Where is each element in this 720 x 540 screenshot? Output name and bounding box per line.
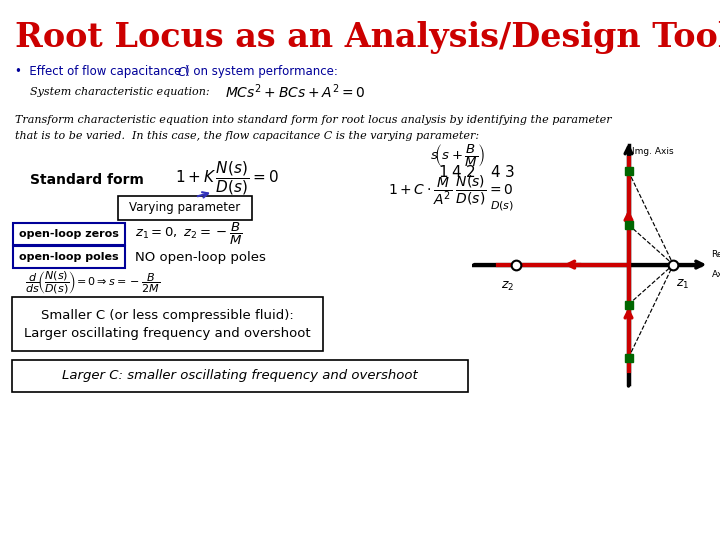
Text: Root Locus as an Analysis/Design Tool: Root Locus as an Analysis/Design Tool [15,22,720,55]
Text: Varying parameter: Varying parameter [130,201,240,214]
Text: $s\!\left(s + \dfrac{B}{M}\right)$: $s\!\left(s + \dfrac{B}{M}\right)$ [430,141,485,168]
Text: Img. Axis: Img. Axis [632,147,674,156]
Text: $\dfrac{d}{ds}\!\left(\dfrac{N(s)}{D(s)}\right)\!=0 \Rightarrow s=-\dfrac{B}{2M}: $\dfrac{d}{ds}\!\left(\dfrac{N(s)}{D(s)}… [25,269,160,296]
Text: Larger oscillating frequency and overshoot: Larger oscillating frequency and oversho… [24,327,310,341]
Text: Axis: Axis [711,270,720,279]
Text: System characteristic equation:: System characteristic equation: [30,87,210,97]
FancyBboxPatch shape [13,246,125,268]
Text: $z_1 = 0,\; z_2 = -\dfrac{B}{M}$: $z_1 = 0,\; z_2 = -\dfrac{B}{M}$ [135,221,243,247]
Text: ) on system performance:: ) on system performance: [185,65,338,78]
Text: open-loop zeros: open-loop zeros [19,229,119,239]
Text: $1\;4\;2\quad4\;3$: $1\;4\;2\quad4\;3$ [438,164,515,180]
Text: Larger C: smaller oscillating frequency and overshoot: Larger C: smaller oscillating frequency … [62,369,418,382]
Text: C: C [178,65,186,78]
Text: $z_1$: $z_1$ [675,278,689,291]
Text: $z_2$: $z_2$ [501,280,514,293]
Text: Real: Real [711,250,720,259]
Text: $1 + K\,\dfrac{N(s)}{D(s)} = 0$: $1 + K\,\dfrac{N(s)}{D(s)} = 0$ [175,159,279,197]
FancyBboxPatch shape [118,196,252,220]
Text: •  Effect of flow capacitance (: • Effect of flow capacitance ( [15,65,190,78]
Text: Transform characteristic equation into standard form for root locus analysis by : Transform characteristic equation into s… [15,115,611,125]
Text: $MCs^2 + BCs + A^2 = 0$: $MCs^2 + BCs + A^2 = 0$ [225,83,366,102]
FancyBboxPatch shape [12,360,468,392]
FancyBboxPatch shape [12,297,323,351]
Text: that is to be varied.  In this case, the flow capacitance C is the varying param: that is to be varied. In this case, the … [15,131,479,141]
Text: $D(s)$: $D(s)$ [490,199,514,212]
Text: NO open-loop poles: NO open-loop poles [135,251,266,264]
Text: $1 + C\cdot\dfrac{M}{A^2}\;\dfrac{N(s)}{D(s)} = 0$: $1 + C\cdot\dfrac{M}{A^2}\;\dfrac{N(s)}{… [388,173,513,207]
FancyBboxPatch shape [13,223,125,245]
Text: open-loop poles: open-loop poles [19,252,119,262]
Text: Standard form: Standard form [30,173,144,187]
Text: Smaller C (or less compressible fluid):: Smaller C (or less compressible fluid): [40,309,293,322]
